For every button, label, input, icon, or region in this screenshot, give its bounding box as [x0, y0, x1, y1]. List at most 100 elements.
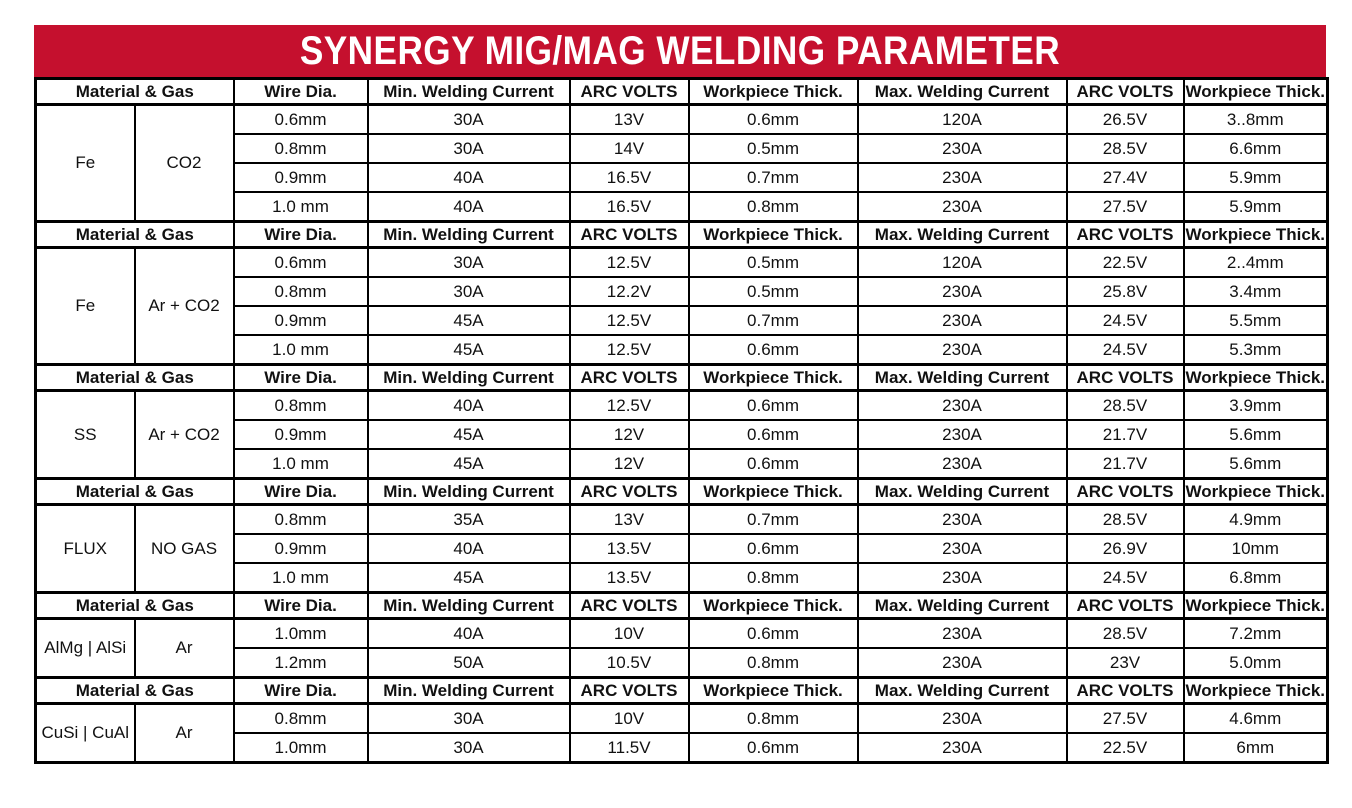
cell-workpiece-thick-max: 5.9mm [1182, 191, 1329, 223]
cell-max-current: 230A [856, 133, 1068, 164]
cell-min-current: 35A [366, 503, 571, 535]
cell-max-current: 230A [856, 533, 1068, 564]
cell-material: AlMg | AlSi [34, 617, 136, 679]
cell-max-current: 230A [856, 389, 1068, 421]
cell-workpiece-thick-max: 6.6mm [1182, 133, 1329, 164]
cell-workpiece-thick-min: 0.8mm [687, 647, 859, 679]
cell-wire-dia: 1.2mm [232, 647, 369, 679]
cell-min-current: 30A [366, 133, 571, 164]
header-min-current: Min. Welding Current [366, 220, 571, 249]
cell-wire-dia: 0.9mm [232, 162, 369, 193]
header-workpiece-thick-max: Workpiece Thick. [1182, 77, 1329, 106]
table-row: 0.9mm 45A 12V 0.6mm 230A 21.7V 5.6mm [36, 419, 1329, 450]
cell-wire-dia: 1.0 mm [232, 334, 369, 366]
header-workpiece-thick-min: Workpiece Thick. [687, 77, 859, 106]
cell-workpiece-thick-max: 5.3mm [1182, 334, 1329, 366]
cell-max-current: 230A [856, 448, 1068, 480]
cell-arc-volts-min: 12.2V [568, 276, 690, 307]
table-row: AlMg | AlSi Ar 1.0mm 40A 10V 0.6mm 230A 28.5V 7.… [34, 617, 1329, 679]
cell-wire-dia: 0.6mm [232, 103, 369, 135]
cell-wire-dia: 1.0 mm [232, 562, 369, 594]
cell-workpiece-thick-min: 0.6mm [687, 448, 859, 480]
header-min-current: Min. Welding Current [366, 477, 571, 506]
table-row: Fe CO2 0.6mm 30A 13V 0.6mm 120A 26.5V 3..8mm [34, 103, 1329, 223]
cell-workpiece-thick-max: 3.9mm [1182, 389, 1329, 421]
cell-material: CuSi | CuAl [34, 702, 136, 764]
cell-min-current: 40A [366, 191, 571, 223]
cell-workpiece-thick-max: 5.0mm [1182, 647, 1329, 679]
cell-wire-dia: 0.6mm [232, 246, 369, 278]
cell-workpiece-thick-max: 7.2mm [1182, 617, 1329, 649]
cell-max-current: 230A [856, 191, 1068, 223]
cell-wire-dia: 0.9mm [232, 533, 369, 564]
cell-material: Fe [34, 246, 136, 366]
cell-arc-volts-max: 27.5V [1065, 191, 1185, 223]
cell-gas: Ar [133, 702, 235, 764]
header-workpiece-thick-max: Workpiece Thick. [1182, 363, 1329, 392]
cell-min-current: 50A [366, 647, 571, 679]
cell-arc-volts-min: 16.5V [568, 191, 690, 223]
header-material-gas: Material & Gas [34, 676, 235, 705]
header-material-gas: Material & Gas [34, 591, 235, 620]
cell-arc-volts-min: 11.5V [568, 732, 690, 764]
table-row: FLUX NO GAS 0.8mm 35A 13V 0.7mm 230A 28.5V 4.9mm [34, 503, 1329, 594]
cell-material: SS [34, 389, 136, 480]
header-wire-dia: Wire Dia. [232, 477, 369, 506]
section-header-row: Material & Gas Wire Dia. Min. Welding Curr… [34, 363, 1329, 392]
cell-max-current: 230A [856, 162, 1068, 193]
cell-arc-volts-max: 24.5V [1065, 305, 1185, 336]
cell-min-current: 40A [366, 533, 571, 564]
section-header-row: Material & Gas Wire Dia. Min. Welding Curr… [34, 477, 1329, 506]
cell-workpiece-thick-min: 0.5mm [687, 246, 859, 278]
cell-workpiece-thick-min: 0.6mm [687, 533, 859, 564]
cell-wire-dia: 0.8mm [232, 389, 369, 421]
header-arc-volts-max: ARC VOLTS [1065, 477, 1185, 506]
cell-gas: Ar [133, 617, 235, 679]
cell-min-current: 30A [366, 103, 571, 135]
cell-workpiece-thick-max: 10mm [1182, 533, 1329, 564]
cell-workpiece-thick-max: 4.9mm [1182, 503, 1329, 535]
cell-workpiece-thick-min: 0.8mm [687, 562, 859, 594]
table-row: 1.0mm 30A 11.5V 0.6mm 230A 22.5V 6mm [36, 732, 1329, 764]
cell-arc-volts-max: 24.5V [1065, 562, 1185, 594]
header-min-current: Min. Welding Current [366, 77, 571, 106]
cell-min-current: 45A [366, 305, 571, 336]
header-arc-volts-max: ARC VOLTS [1065, 676, 1185, 705]
cell-max-current: 230A [856, 276, 1068, 307]
cell-arc-volts-min: 13V [568, 103, 690, 135]
cell-wire-dia: 1.0mm [232, 617, 369, 649]
header-workpiece-thick-min: Workpiece Thick. [687, 363, 859, 392]
cell-arc-volts-max: 21.7V [1065, 419, 1185, 450]
cell-arc-volts-min: 13V [568, 503, 690, 535]
cell-arc-volts-min: 14V [568, 133, 690, 164]
cell-arc-volts-max: 25.8V [1065, 276, 1185, 307]
header-material-gas: Material & Gas [34, 363, 235, 392]
cell-max-current: 230A [856, 647, 1068, 679]
cell-workpiece-thick-min: 0.7mm [687, 162, 859, 193]
cell-min-current: 30A [366, 276, 571, 307]
header-max-current: Max. Welding Current [856, 591, 1068, 620]
cell-arc-volts-max: 22.5V [1065, 246, 1185, 278]
cell-workpiece-thick-max: 3.4mm [1182, 276, 1329, 307]
header-workpiece-thick-max: Workpiece Thick. [1182, 591, 1329, 620]
cell-arc-volts-max: 28.5V [1065, 503, 1185, 535]
cell-max-current: 120A [856, 103, 1068, 135]
header-wire-dia: Wire Dia. [232, 220, 369, 249]
header-min-current: Min. Welding Current [366, 591, 571, 620]
header-arc-volts-max: ARC VOLTS [1065, 591, 1185, 620]
cell-arc-volts-max: 26.9V [1065, 533, 1185, 564]
cell-min-current: 40A [366, 389, 571, 421]
cell-wire-dia: 0.8mm [232, 702, 369, 734]
header-min-current: Min. Welding Current [366, 363, 571, 392]
cell-gas: CO2 [133, 103, 235, 223]
table-row: 0.9mm 45A 12.5V 0.7mm 230A 24.5V 5.5mm [36, 305, 1329, 336]
cell-arc-volts-max: 28.5V [1065, 133, 1185, 164]
header-wire-dia: Wire Dia. [232, 363, 369, 392]
table-row: 0.8mm 30A 14V 0.5mm 230A 28.5V 6.6mm [36, 133, 1329, 164]
cell-material: Fe [34, 103, 136, 223]
cell-min-current: 45A [366, 419, 571, 450]
cell-arc-volts-min: 12.5V [568, 246, 690, 278]
cell-arc-volts-max: 27.5V [1065, 702, 1185, 734]
title-banner: SYNERGY MIG/MAG WELDING PARAMETER [34, 25, 1326, 77]
cell-arc-volts-max: 21.7V [1065, 448, 1185, 480]
